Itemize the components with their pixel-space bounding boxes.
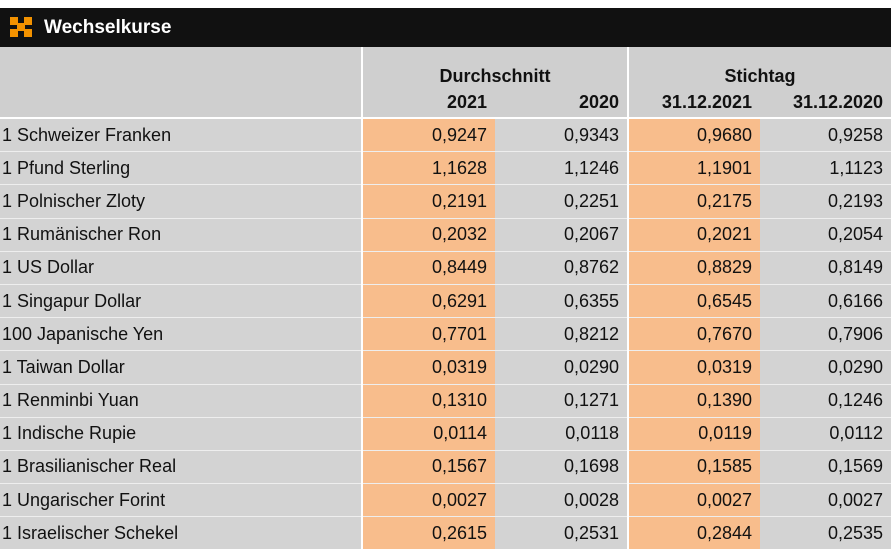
rate-cell: 0,0290	[760, 350, 891, 384]
rate-cell: 0,1310	[361, 383, 495, 418]
rate-cell: 0,7701	[361, 317, 495, 351]
blank	[0, 47, 362, 87]
row: 1 Polnischer Zloty 0,2191 0,2251 0,2175 0,21…	[0, 184, 891, 219]
rate-cell: 0,0114	[361, 416, 495, 451]
rate-cell: 0,1567	[361, 449, 495, 484]
rate-cell: 0,0118	[495, 416, 629, 451]
row: 1 Taiwan Dollar 0,0319 0,0290 0,0319 0,0290	[0, 350, 891, 384]
row: 1 Israelischer Schekel 0,2615 0,2531 0,2844…	[0, 516, 891, 550]
rate-cell: 0,2191	[361, 184, 495, 219]
rate-cell: 0,0027	[361, 483, 495, 517]
rate-cell: 0,2021	[627, 217, 761, 252]
currency-label: 1 Brasilianischer Real	[0, 449, 362, 484]
rate-cell: 0,0112	[760, 416, 891, 451]
rate-cell: 1,1628	[361, 151, 495, 185]
rate-cell: 0,8762	[495, 250, 629, 285]
rate-cell: 0,2067	[495, 217, 629, 252]
rate-cell: 0,1569	[760, 449, 891, 484]
rate-cell: 0,0319	[627, 350, 761, 384]
row: 1 Renminbi Yuan 0,1310 0,1271 0,1390 0,1246	[0, 383, 891, 418]
row: 1 Pfund Sterling 1,1628 1,1246 1,1901 1,1123	[0, 151, 891, 185]
rate-cell: 0,2054	[760, 217, 891, 252]
rate-cell: 0,1585	[627, 449, 761, 484]
rate-cell: 0,8829	[627, 250, 761, 285]
rate-cell: 0,0027	[760, 483, 891, 517]
column-header: 2021	[361, 87, 495, 119]
rate-cell: 0,2531	[495, 516, 629, 550]
currency-label: 1 Schweizer Franken	[0, 117, 362, 152]
column-header: 31.12.2020	[760, 87, 891, 119]
rate-cell: 0,6166	[760, 283, 891, 318]
rate-cell: 0,2615	[361, 516, 495, 550]
rate-cell: 0,0027	[627, 483, 761, 517]
rate-cell: 0,9258	[760, 117, 891, 152]
rate-cell: 0,2193	[760, 184, 891, 219]
rate-cell: 0,6545	[627, 283, 761, 318]
rate-cell: 1,1246	[495, 151, 629, 185]
currency-label: 1 Rumänischer Ron	[0, 217, 362, 252]
rate-cell: 0,7670	[627, 317, 761, 351]
rate-cell: 0,0290	[495, 350, 629, 384]
title-bar: Wechselkurse	[0, 8, 891, 47]
rate-cell: 0,1271	[495, 383, 629, 418]
currency-label: 1 Polnischer Zloty	[0, 184, 362, 219]
rate-cell: 0,2251	[495, 184, 629, 219]
rate-cell: 0,1698	[495, 449, 629, 484]
rate-cell: 0,0319	[361, 350, 495, 384]
rate-cell: 0,1390	[627, 383, 761, 418]
currency-label: 1 Singapur Dollar	[0, 283, 362, 318]
rate-cell: 0,2032	[361, 217, 495, 252]
row: 1 Rumänischer Ron 0,2032 0,2067 0,2021 0,205…	[0, 217, 891, 252]
rates-table: Durchschnitt Stichtag 2021 2020 31.12.2021…	[0, 47, 891, 550]
rate-cell: 0,8449	[361, 250, 495, 285]
rate-cell: 0,6291	[361, 283, 495, 318]
currency-label: 1 Israelischer Schekel	[0, 516, 362, 550]
rate-cell: 0,7906	[760, 317, 891, 351]
rate-cell: 0,9343	[495, 117, 629, 152]
group-header: Stichtag	[627, 47, 891, 87]
currency-label: 1 Indische Rupie	[0, 416, 362, 451]
rate-cell: 0,2175	[627, 184, 761, 219]
rate-cell: 1,1901	[627, 151, 761, 185]
currency-label: 1 Pfund Sterling	[0, 151, 362, 185]
rate-cell: 0,2844	[627, 516, 761, 550]
column-header: 31.12.2021	[627, 87, 761, 119]
currency-label: 1 US Dollar	[0, 250, 362, 285]
row: 1 Indische Rupie 0,0114 0,0118 0,0119 0,0112	[0, 416, 891, 451]
row: 1 Ungarischer Forint 0,0027 0,0028 0,0027 0,…	[0, 483, 891, 517]
rate-cell: 0,0119	[627, 416, 761, 451]
row: 1 Schweizer Franken 0,9247 0,9343 0,9680 0,9…	[0, 117, 891, 152]
currency-label: 1 Renminbi Yuan	[0, 383, 362, 418]
title: Wechselkurse	[44, 17, 172, 38]
rate-cell: 0,2535	[760, 516, 891, 550]
rate-cell: 0,6355	[495, 283, 629, 318]
row: 1 Singapur Dollar 0,6291 0,6355 0,6545 0,616…	[0, 283, 891, 318]
column-header: 2020	[495, 87, 629, 119]
rate-cell: 0,9247	[361, 117, 495, 152]
row: 1 Brasilianischer Real 0,1567 0,1698 0,1585…	[0, 449, 891, 484]
currency-label: 1 Taiwan Dollar	[0, 350, 362, 384]
rate-cell: 0,1246	[760, 383, 891, 418]
currency-label: 100 Japanische Yen	[0, 317, 362, 351]
row: 1 US Dollar 0,8449 0,8762 0,8829 0,8149	[0, 250, 891, 285]
rate-cell: 0,8212	[495, 317, 629, 351]
rate-cell: 0,8149	[760, 250, 891, 285]
rate-cell: 0,0028	[495, 483, 629, 517]
row: 100 Japanische Yen 0,7701 0,8212 0,7670 0,79…	[0, 317, 891, 351]
rate-cell: 1,1123	[760, 151, 891, 185]
blank	[0, 87, 362, 119]
logo	[10, 17, 32, 37]
rate-cell: 0,9680	[627, 117, 761, 152]
group-header: Durchschnitt	[360, 47, 629, 87]
currency-label: 1 Ungarischer Forint	[0, 483, 362, 517]
